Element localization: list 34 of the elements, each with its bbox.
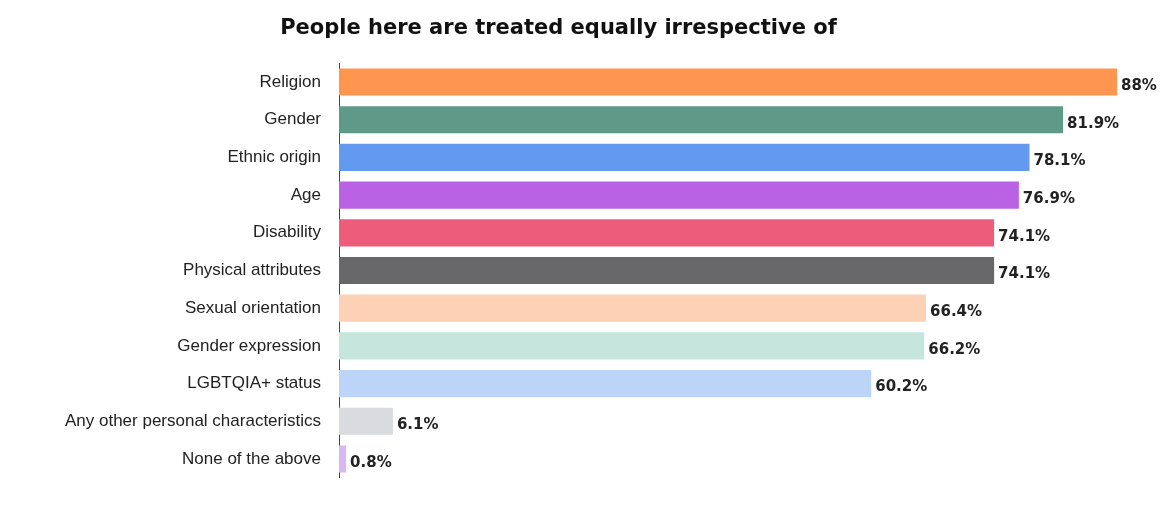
y-tick-label: Age: [290, 184, 321, 204]
y-tick-label: Gender: [264, 109, 322, 129]
y-tick-label: Physical attributes: [183, 260, 321, 280]
chart-title: People here are treated equally irrespective of: [280, 15, 838, 40]
bar: [339, 143, 1030, 171]
bar: [339, 219, 995, 247]
data-label: 74.1%: [998, 264, 1051, 283]
y-tick-label: Sexual orientation: [184, 297, 321, 317]
y-tick-label: Gender expression: [177, 335, 321, 355]
bar: [339, 407, 393, 435]
bar: [339, 256, 995, 285]
data-label: 76.9%: [1022, 189, 1075, 208]
bar: [339, 294, 927, 322]
data-label: 6.1%: [396, 415, 439, 434]
data-label: 60.2%: [875, 377, 928, 396]
data-label: 0.8%: [350, 452, 392, 471]
data-label: 88%: [1121, 75, 1157, 94]
data-label: 74.1%: [998, 226, 1051, 245]
bar: [339, 106, 1064, 134]
bar: [339, 445, 347, 473]
data-label: 78.1%: [1033, 151, 1086, 170]
data-label: 81.9%: [1067, 113, 1120, 132]
bar: [339, 68, 1117, 96]
bar: [339, 181, 1019, 209]
y-tick-label: Religion: [259, 71, 321, 91]
data-label: 66.4%: [930, 302, 983, 321]
y-tick-label: Any other personal characteristics: [64, 410, 321, 430]
data-label: 66.2%: [928, 339, 981, 358]
y-tick-label: Disability: [252, 222, 322, 242]
bar: [339, 370, 872, 398]
y-tick-label: LGBTQIA+ status: [187, 373, 321, 393]
y-tick-label: None of the above: [182, 448, 321, 468]
bar: [339, 332, 925, 360]
y-tick-label: Ethnic origin: [227, 147, 321, 167]
